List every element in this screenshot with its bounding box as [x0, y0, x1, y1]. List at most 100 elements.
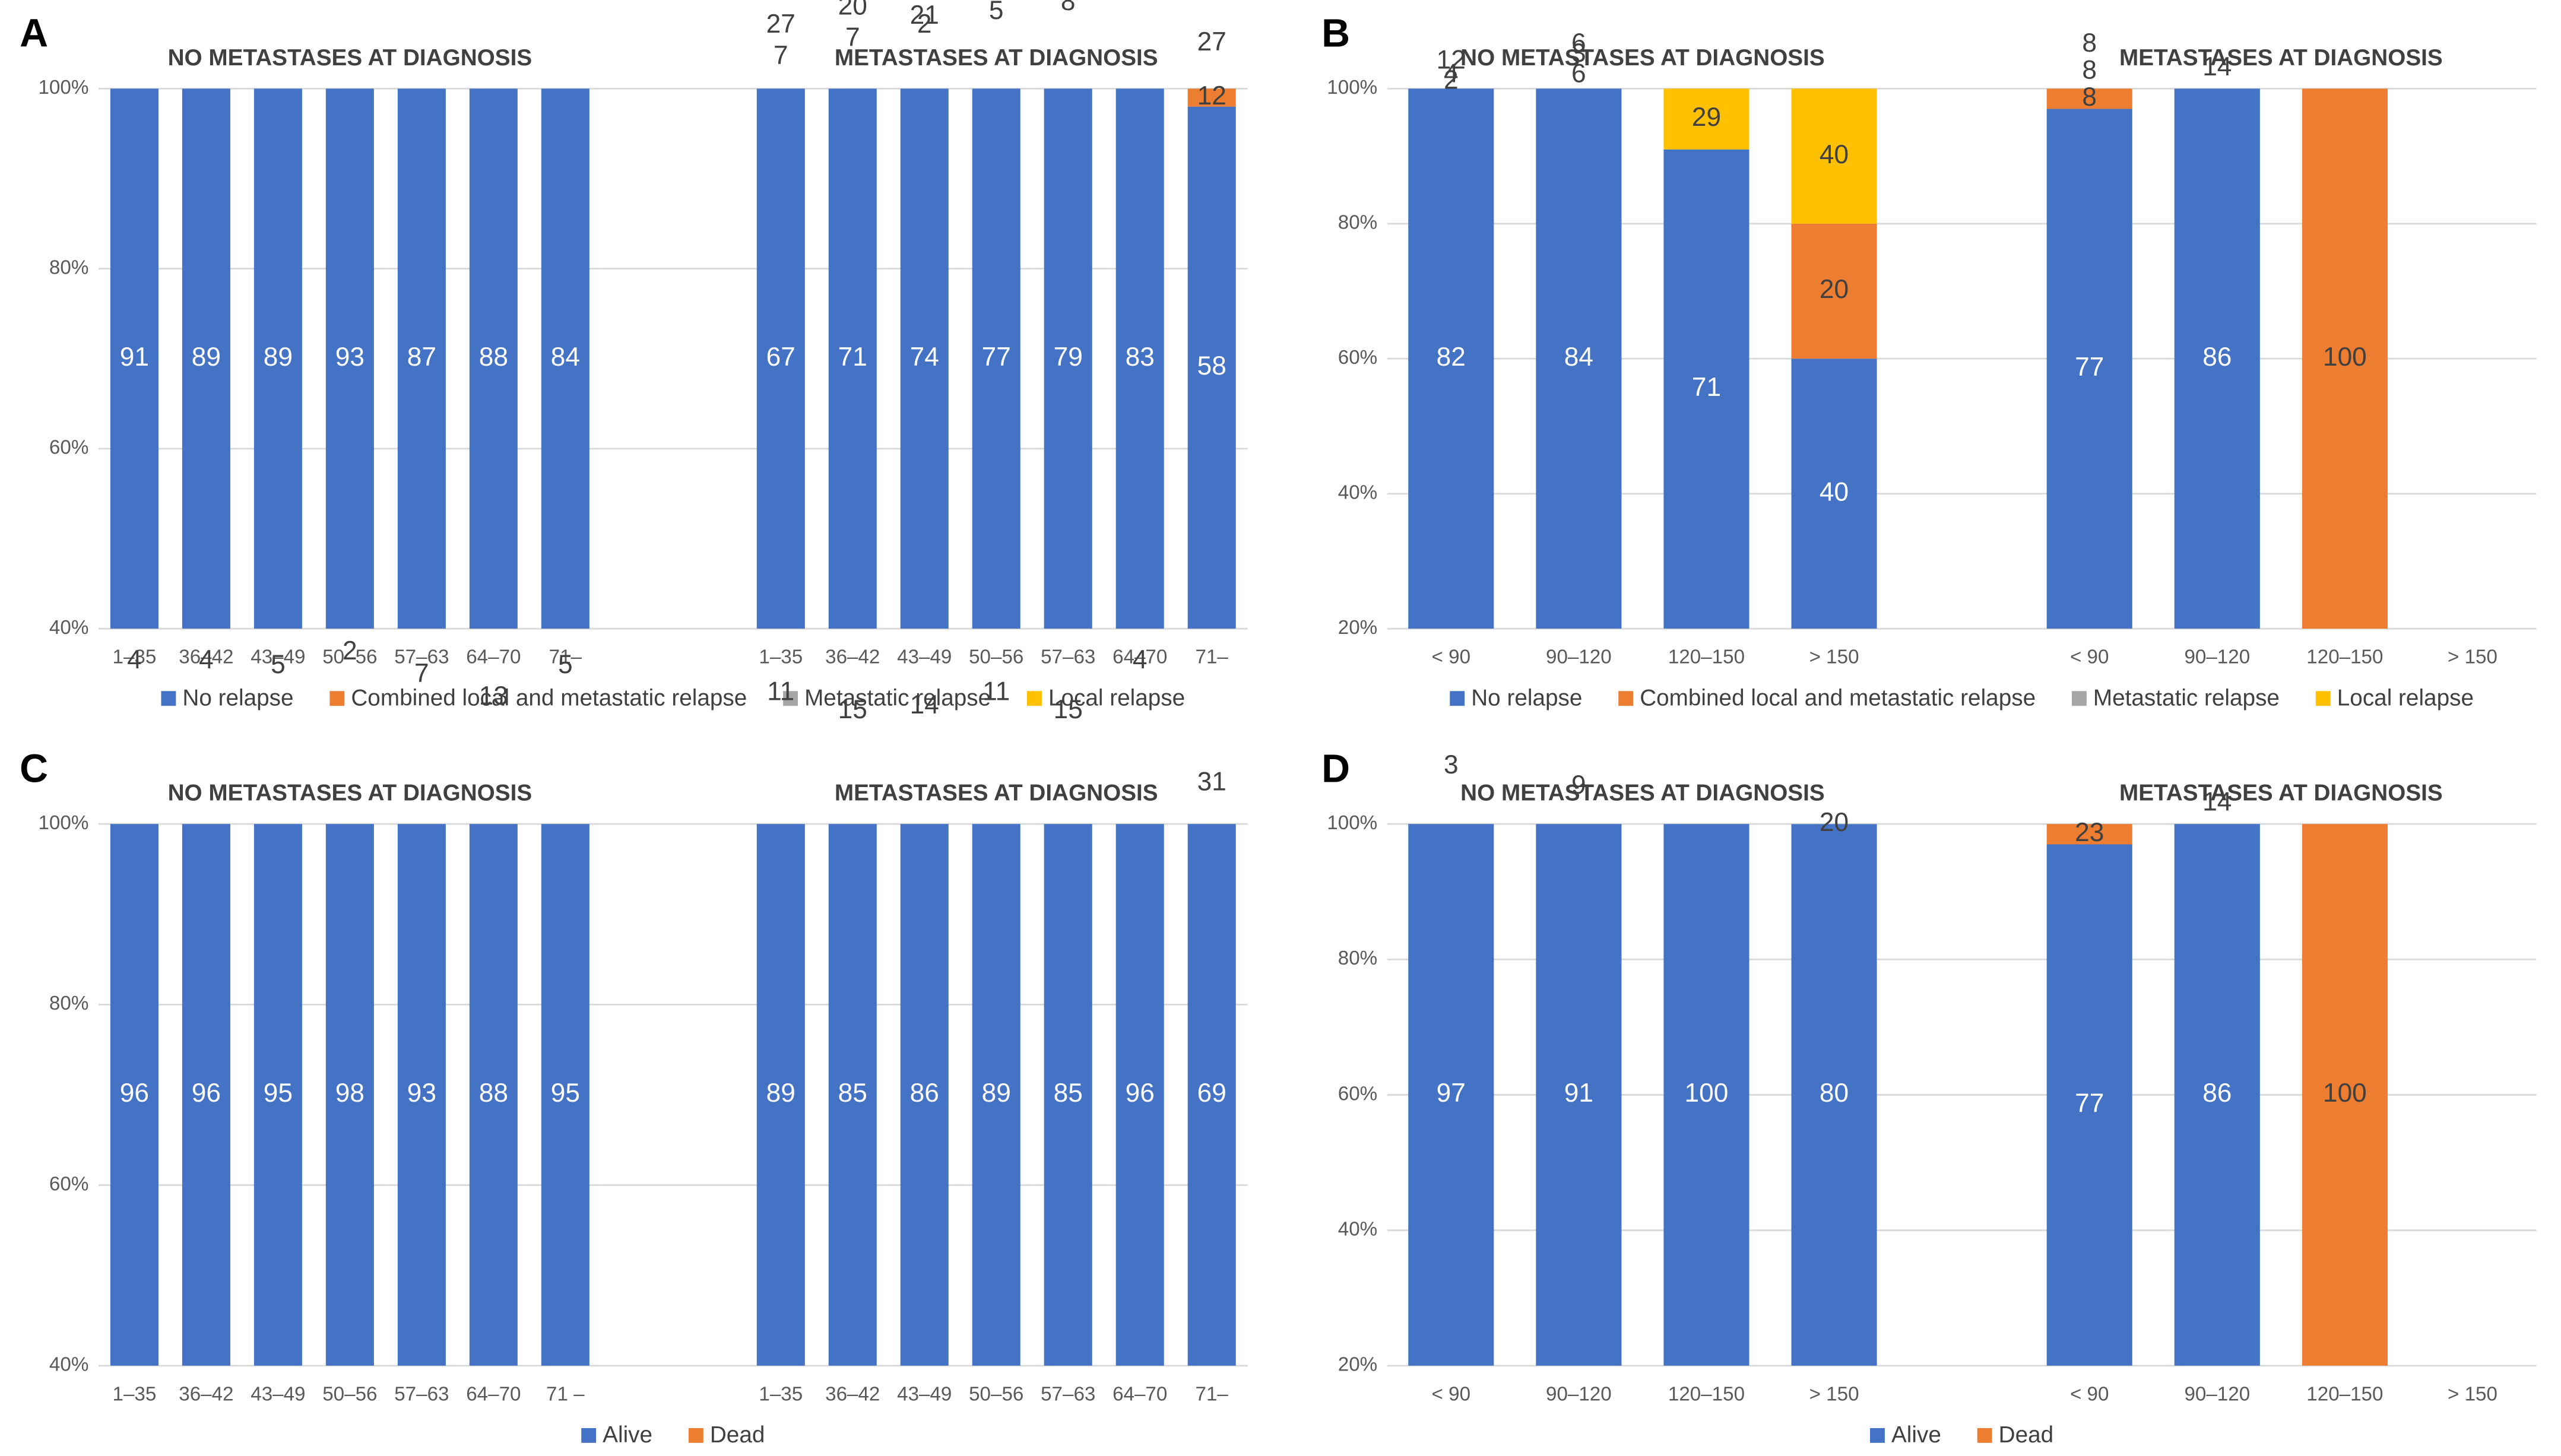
value-label: 98: [335, 1078, 365, 1108]
legend-label: Alive: [1891, 1422, 1941, 1448]
x-tick-label: 57–63: [1041, 646, 1095, 668]
y-tick-label: 40%: [49, 1354, 88, 1376]
bar-segment: [397, 824, 446, 1366]
value-label: 4: [199, 645, 214, 674]
value-label: 88: [479, 342, 508, 372]
value-label: 77: [2075, 353, 2104, 382]
value-label: 3: [1444, 750, 1459, 779]
value-label: 100: [2323, 342, 2367, 372]
value-label: 27: [766, 9, 795, 39]
legend-label: Combined local and metastatic relapse: [1640, 685, 2036, 710]
value-label: 4: [1133, 645, 1148, 674]
panel-letter: A: [20, 11, 48, 55]
bar-segment: [1044, 824, 1092, 1366]
bar-segment: [1536, 0, 1621, 1]
value-label: 100: [1685, 1078, 1729, 1108]
bar-segment: [469, 88, 518, 629]
value-label: 86: [2202, 342, 2232, 372]
panel: C 40% 60% 80% 100% 96 4 96 4 95 5 98 2 93 7 88 13 95 5 89 11…: [20, 636, 1248, 1448]
value-label: 21: [910, 1, 939, 30]
legend-swatch: [581, 1428, 597, 1443]
legend-label: Metastatic relapse: [804, 685, 991, 710]
x-tick-label: 50–56: [322, 646, 377, 668]
group-title: METASTASES AT DIAGNOSIS: [835, 781, 1158, 806]
bar-segment: [253, 824, 302, 1366]
plot-area: [110, 824, 1236, 1366]
x-tick-label: 90–120: [2184, 646, 2250, 668]
y-tick-label: 40%: [1338, 482, 1377, 504]
bar-segment: [2302, 824, 2388, 1366]
value-labels: 9135289282894439322287778813841156772771…: [120, 0, 1226, 380]
legend-swatch: [688, 1428, 703, 1443]
x-tick-label: < 90: [1432, 646, 1471, 668]
value-label: 67: [766, 342, 795, 372]
bar-segment: [1115, 88, 1164, 629]
value-label: 74: [910, 342, 939, 372]
plot-area: [1408, 824, 2388, 1366]
x-tick-label: 50–56: [969, 1383, 1023, 1405]
bar-segment: [1187, 88, 1236, 107]
value-label: 8: [1061, 0, 1076, 16]
bar-segment: [2174, 88, 2260, 629]
value-label: 93: [335, 342, 365, 372]
bar-segment: [756, 88, 805, 629]
value-label: 86: [910, 1078, 939, 1108]
group-title: NO METASTASES AT DIAGNOSIS: [168, 45, 533, 71]
legend-label: Alive: [603, 1422, 652, 1448]
bar-segment: [1187, 824, 1236, 1366]
value-label: 20: [1820, 808, 1849, 837]
x-tick-label: 64–70: [1112, 646, 1167, 668]
group-title: NO METASTASES AT DIAGNOSIS: [168, 781, 533, 806]
bar-segment: [325, 824, 374, 1366]
value-label: 95: [264, 1078, 293, 1108]
value-label: 89: [982, 1078, 1011, 1108]
bar-segment: [972, 88, 1020, 629]
x-tick-label: 57–63: [394, 646, 449, 668]
x-tick-label: < 90: [1432, 1383, 1471, 1405]
value-labels: 97 3 91 9 100 80 20 77 23 86 14 100: [1437, 750, 2367, 1118]
value-label: 85: [838, 1078, 867, 1108]
x-tick-label: 57–63: [1041, 1383, 1095, 1405]
value-label: 86: [2202, 1078, 2232, 1108]
panel-letter: C: [20, 747, 48, 791]
value-label: 4: [127, 645, 142, 674]
bar-segment: [2046, 109, 2132, 629]
value-label: 96: [192, 1078, 221, 1108]
x-tick-label: 1–35: [759, 1383, 803, 1405]
bar-segment: [1791, 88, 1877, 224]
legend-label: Metastatic relapse: [2093, 685, 2280, 710]
bar-segment: [828, 824, 877, 1366]
value-label: 12: [1437, 46, 1466, 75]
x-tick-label: > 150: [1809, 1383, 1859, 1405]
x-tick-label: < 90: [2070, 1383, 2109, 1405]
value-label: 95: [551, 1078, 580, 1108]
value-label: 82: [1437, 342, 1466, 372]
value-label: 80: [1820, 1078, 1849, 1108]
legend: No relapse Combined local and metastatic …: [161, 685, 1185, 710]
plot-area: [110, 88, 1236, 629]
value-label: 2: [917, 9, 932, 39]
x-tick-label: 1–35: [113, 1383, 157, 1405]
value-label: 14: [910, 690, 939, 719]
bar-segment: [2047, 0, 2132, 1]
bar-segment: [397, 88, 446, 629]
value-label: 85: [1054, 1078, 1083, 1108]
legend: No relapse Combined local and metastatic …: [1450, 685, 2474, 710]
value-label: 40: [1820, 477, 1849, 506]
legend-label: Local relapse: [2337, 685, 2474, 710]
y-tick-label: 100%: [38, 77, 88, 99]
x-tick-label: 36–42: [179, 646, 233, 668]
group-title: NO METASTASES AT DIAGNOSIS: [1460, 781, 1825, 806]
value-label: 40: [1820, 140, 1849, 169]
legend-label: No relapse: [182, 685, 293, 710]
value-label: 5: [271, 650, 286, 679]
value-label: 91: [1564, 1078, 1593, 1108]
y-tick-label: 80%: [1338, 212, 1377, 234]
group-title: METASTASES AT DIAGNOSIS: [835, 45, 1158, 71]
group-title: METASTASES AT DIAGNOSIS: [2119, 781, 2443, 806]
value-label: 13: [479, 681, 508, 710]
value-label: 89: [766, 1078, 795, 1108]
plot-area: [1408, 0, 2388, 629]
